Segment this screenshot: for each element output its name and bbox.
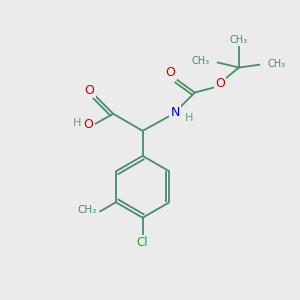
Text: O: O [85,84,94,97]
Text: H: H [73,118,81,128]
Text: O: O [166,66,176,80]
Text: N: N [170,106,180,119]
Text: O: O [83,118,93,130]
Text: Cl: Cl [137,236,148,249]
Text: H: H [185,113,193,123]
Text: CH₃: CH₃ [77,206,96,215]
Text: CH₃: CH₃ [230,34,248,45]
Text: O: O [215,77,225,90]
Text: CH₃: CH₃ [268,59,286,69]
Text: CH₃: CH₃ [191,56,209,66]
